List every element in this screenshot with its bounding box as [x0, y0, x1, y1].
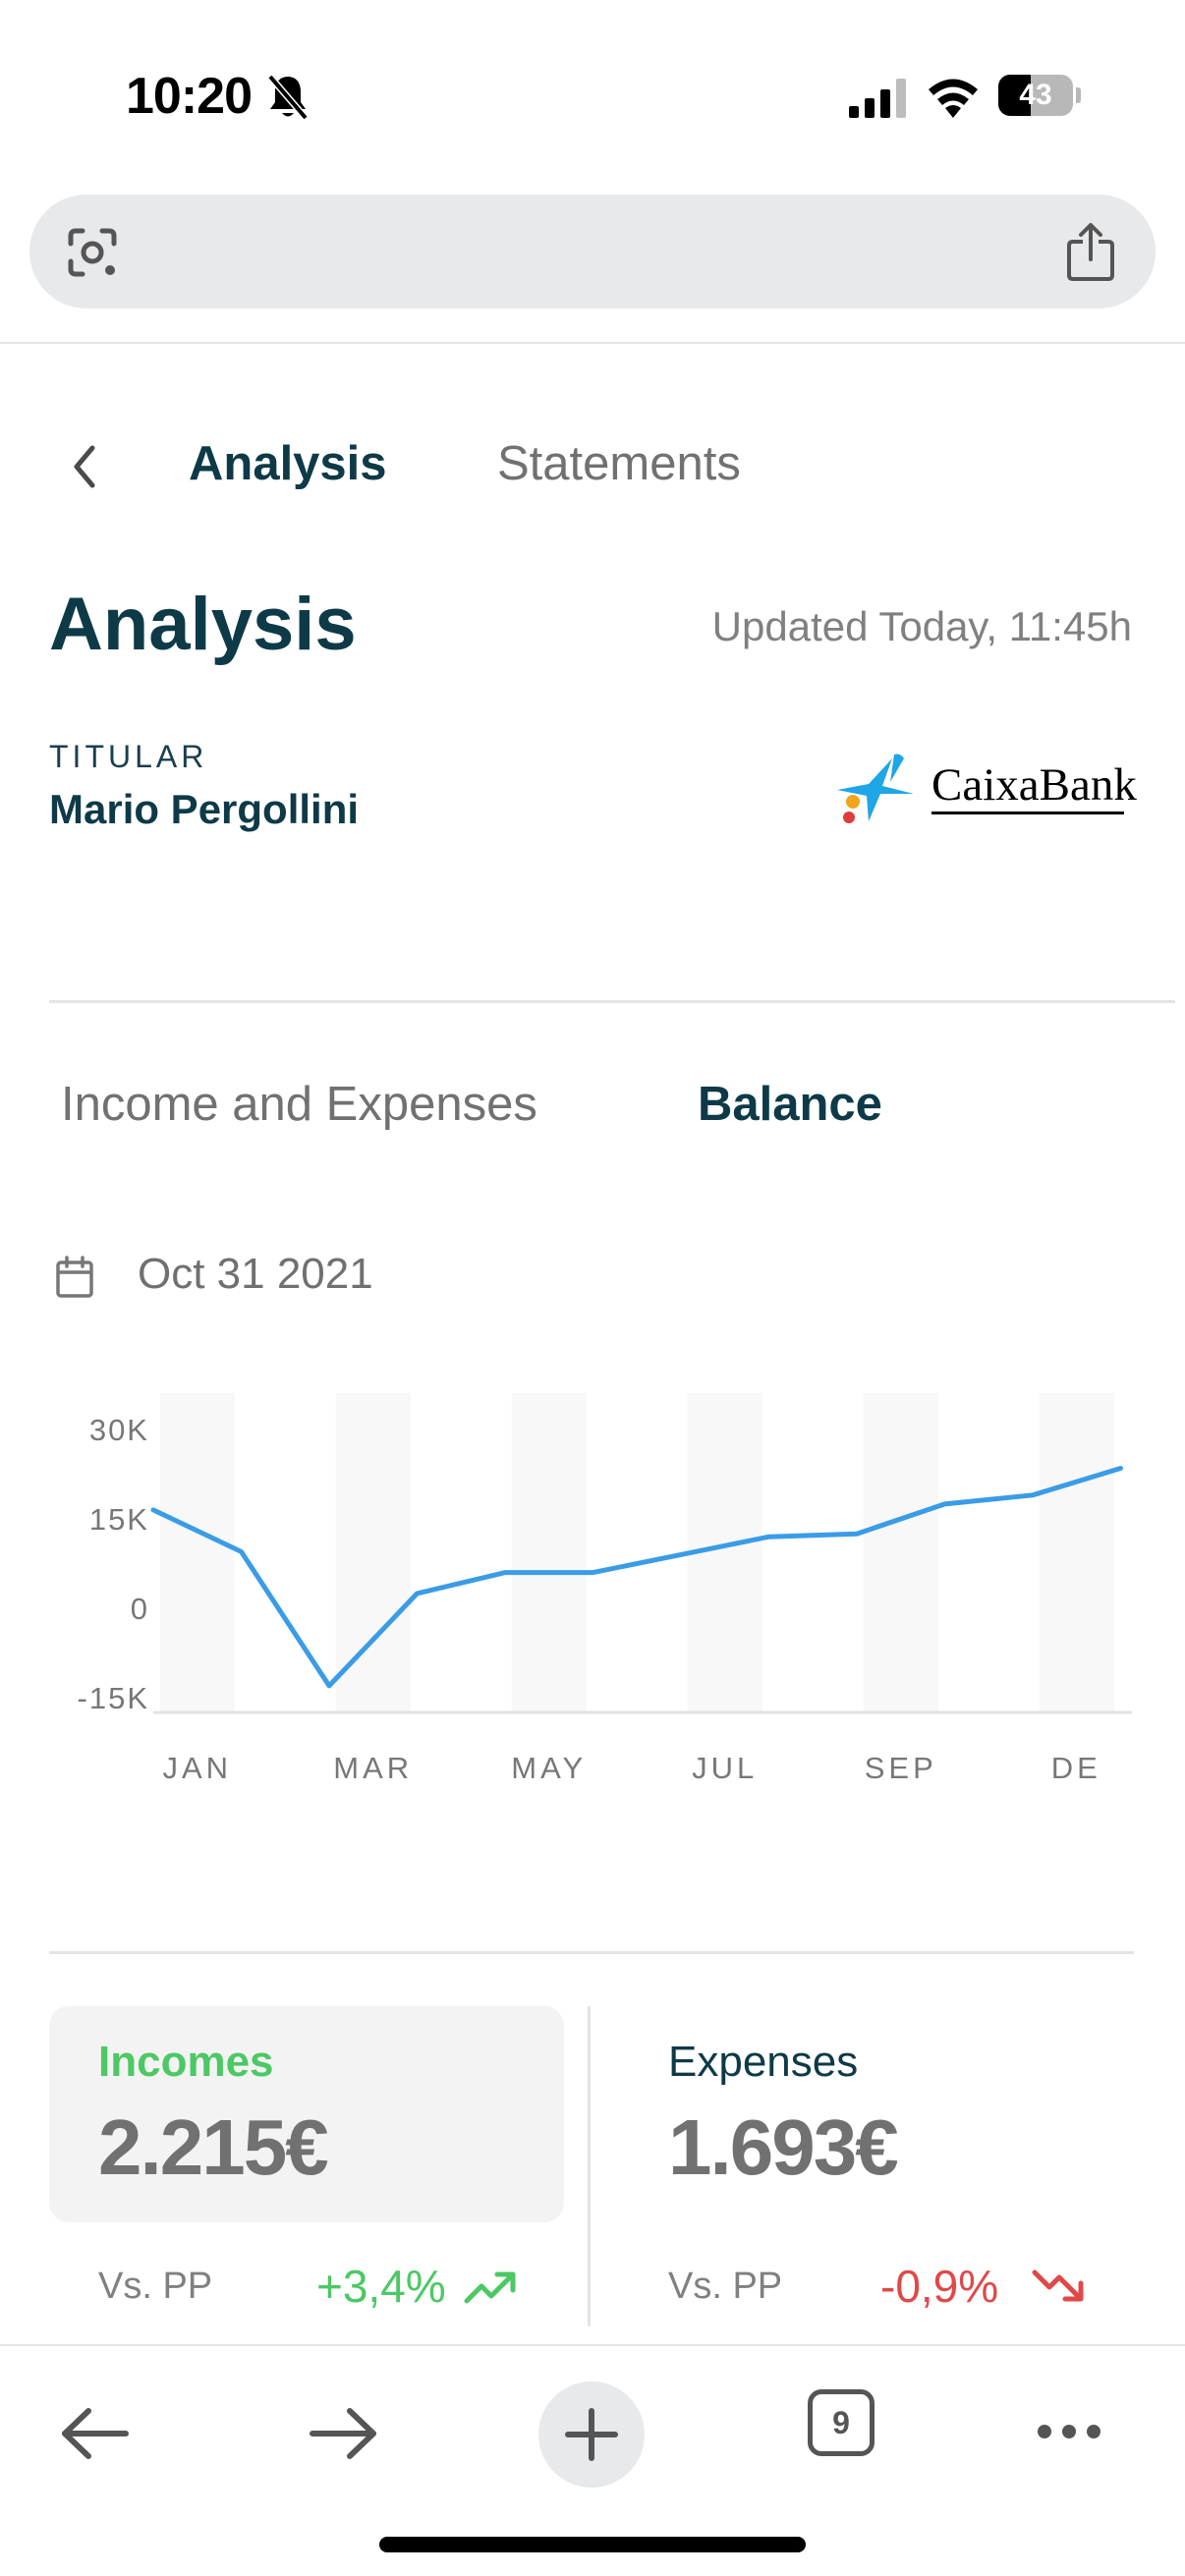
tab-income-and-expenses[interactable]: Income and Expenses [61, 1078, 537, 1131]
status-bar: 10:20 43 [0, 0, 1185, 187]
tabs-count-button[interactable]: 9 [808, 2389, 875, 2456]
tab-balance[interactable]: Balance [698, 1078, 882, 1131]
column-band [511, 1393, 587, 1712]
share-icon[interactable] [1065, 222, 1116, 281]
holder-label: TITULAR [49, 739, 208, 774]
google-lens-icon[interactable] [65, 226, 120, 279]
back-arrow-icon[interactable] [59, 2407, 132, 2460]
x-tick-label: MAY [511, 1751, 587, 1785]
column-band [159, 1393, 235, 1712]
x-tick-label: SEP [865, 1751, 937, 1785]
url-divider [0, 342, 1185, 344]
balance-chart: 30K 15K 0 -15K JAN MAR MAY JUL SEP DE [78, 1393, 1132, 1785]
battery-icon: 43 [998, 75, 1081, 116]
x-tick-label: MAR [333, 1751, 413, 1785]
section-divider [49, 1951, 1134, 1954]
column-band [335, 1393, 411, 1712]
tab-statements[interactable]: Statements [497, 437, 741, 490]
updated-timestamp: Updated Today, 11:45h [711, 603, 1132, 649]
cellular-signal-icon [849, 79, 906, 118]
column-band [863, 1393, 938, 1712]
expenses-label: Expenses [668, 2038, 859, 2086]
new-tab-button[interactable] [538, 2381, 645, 2488]
y-tick-label: 15K [89, 1502, 149, 1537]
incomes-vs-label: Vs. PP [98, 2266, 213, 2307]
battery-level: 43 [1019, 79, 1052, 111]
expenses-value: 1.693€ [668, 2103, 899, 2191]
caixabank-star-icon [837, 754, 914, 823]
selected-date[interactable]: Oct 31 2021 [138, 1250, 373, 1298]
section-divider [49, 1000, 1175, 1003]
holder-name: Mario Pergollini [49, 786, 360, 832]
calendar-icon[interactable] [55, 1256, 94, 1299]
new-tab-plus-icon [565, 2408, 618, 2461]
more-menu-icon[interactable] [1036, 2423, 1102, 2440]
incomes-card[interactable] [49, 2006, 564, 2222]
y-tick-label: 30K [89, 1413, 149, 1447]
wifi-icon [929, 79, 978, 118]
bell-slash-icon [267, 74, 309, 121]
y-tick-label: -15K [78, 1681, 149, 1715]
forward-arrow-icon[interactable] [307, 2407, 379, 2460]
page-title: Analysis [49, 583, 357, 666]
incomes-change: +3,4% [316, 2261, 446, 2312]
trend-down-icon [1032, 2269, 1084, 2302]
bank-logo: CaixaBank [835, 751, 1137, 829]
balance-series-line [150, 1466, 1123, 1689]
x-tick-label: JAN [162, 1751, 232, 1785]
back-chevron-icon[interactable] [65, 442, 104, 491]
x-tick-label: DE [1051, 1751, 1101, 1785]
x-tick-label: JUL [692, 1751, 758, 1785]
column-band [1039, 1393, 1114, 1712]
summary-divider [588, 2006, 591, 2326]
expenses-change: -0,9% [880, 2261, 999, 2312]
incomes-value: 2.215€ [98, 2103, 329, 2191]
home-indicator [379, 2537, 806, 2552]
status-time: 10:20 [126, 68, 253, 125]
address-bar[interactable] [29, 195, 1156, 308]
trend-up-icon [464, 2271, 516, 2304]
incomes-label: Incomes [98, 2038, 274, 2086]
bank-name: CaixaBank [931, 759, 1137, 811]
tab-analysis[interactable]: Analysis [189, 437, 387, 490]
expenses-vs-label: Vs. PP [668, 2266, 783, 2307]
y-tick-label: 0 [131, 1592, 149, 1626]
